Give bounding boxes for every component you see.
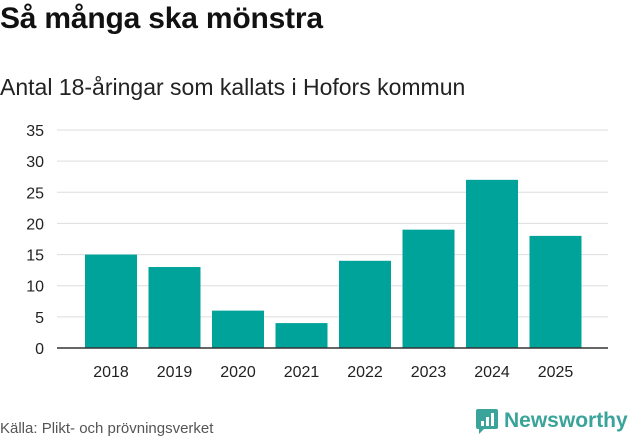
bar-2024: [466, 179, 518, 348]
chart-subtitle: Antal 18-åringar som kallats i Hofors ko…: [0, 74, 466, 100]
x-tick-label: 2022: [347, 364, 383, 381]
y-tick-label: 0: [35, 341, 44, 358]
x-tick-label: 2024: [474, 364, 510, 381]
bar-2021: [275, 323, 328, 348]
x-tick-label: 2025: [538, 364, 574, 381]
bar-2019: [148, 267, 201, 348]
chart-title: Så många ska mönstra: [0, 2, 323, 35]
y-tick-label: 5: [35, 310, 44, 327]
bars: [85, 179, 582, 348]
newsworthy-brand-name: Newsworthy: [504, 409, 628, 432]
source-note: Källa: Plikt- och prövningsverket: [0, 420, 214, 437]
x-axis-tick-labels: 2018 2019 2020 2021 2022 2023 2024 2025: [93, 364, 573, 381]
x-tick-label: 2018: [93, 364, 129, 381]
y-tick-label: 35: [26, 123, 44, 140]
bar-2020: [212, 310, 264, 348]
newsworthy-logo-icon: [476, 408, 498, 434]
y-tick-label: 20: [26, 216, 44, 233]
y-tick-label: 15: [26, 248, 44, 265]
x-tick-label: 2020: [220, 364, 256, 381]
y-axis-tick-labels: 0 5 10 15 20 25 30 35: [26, 123, 44, 358]
x-tick-label: 2021: [284, 364, 320, 381]
y-tick-label: 25: [26, 185, 44, 202]
bar-2025: [529, 235, 582, 348]
bar-2018: [85, 254, 137, 348]
gridlines: [57, 129, 608, 349]
y-tick-label: 10: [26, 279, 44, 296]
bar-2023: [402, 229, 455, 348]
y-tick-label: 30: [26, 154, 44, 171]
x-tick-label: 2023: [411, 364, 447, 381]
bar-2022: [339, 260, 391, 348]
x-tick-label: 2019: [157, 364, 193, 381]
newsworthy-logo: Newsworthy: [475, 407, 628, 435]
